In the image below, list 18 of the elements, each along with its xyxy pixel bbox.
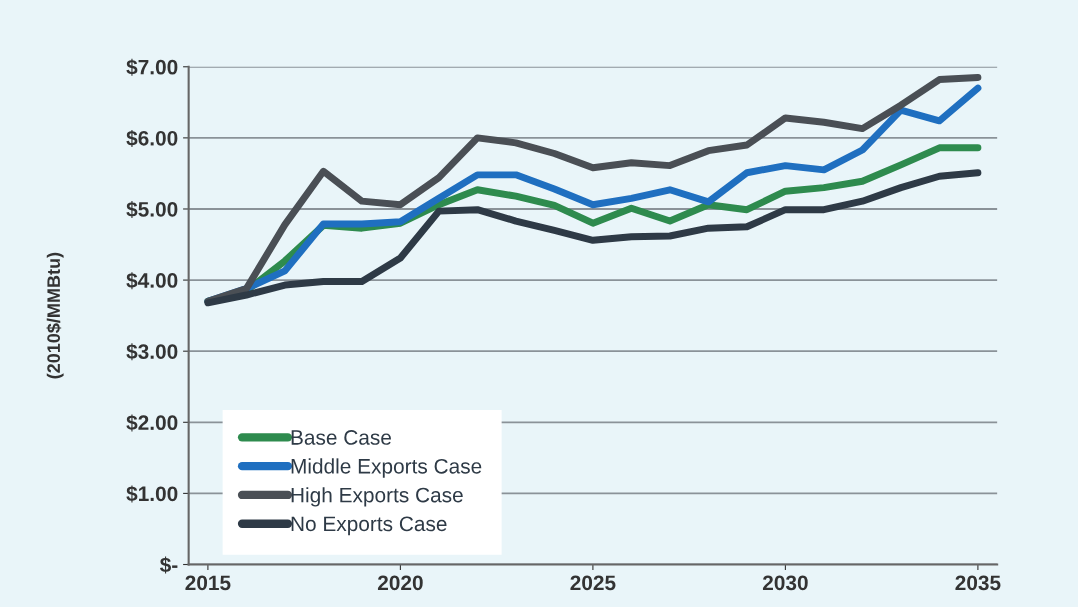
- legend-label: No Exports Case: [291, 516, 447, 536]
- x-tick-label: 2015: [185, 575, 231, 591]
- y-tick-label: $3.00: [126, 343, 178, 361]
- legend-label: High Exports Case: [291, 487, 463, 507]
- x-tick-label: 2025: [570, 575, 616, 591]
- y-tick-label: $2.00: [126, 414, 178, 432]
- y-tick-label: $5.00: [126, 201, 178, 219]
- y-tick-label: $-: [159, 556, 178, 574]
- x-tick-label: 2030: [762, 575, 808, 591]
- legend-label: Middle Exports Case: [291, 458, 482, 478]
- legend-label: Base Case: [291, 430, 391, 445]
- y-axis-title: (2010$/MMBtu): [46, 252, 64, 379]
- y-tick-label: $1.00: [126, 485, 178, 503]
- y-tick-label: $4.00: [126, 272, 178, 290]
- y-tick-label: $6.00: [126, 129, 178, 147]
- x-tick-label: 2035: [955, 575, 1001, 591]
- x-tick-label: 2020: [377, 575, 423, 591]
- y-tick-label: $7.00: [126, 58, 178, 76]
